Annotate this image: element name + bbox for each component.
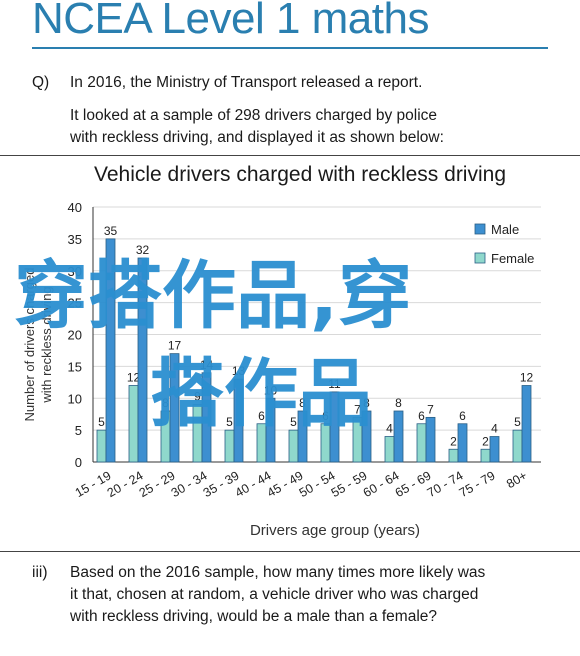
data-label-male: 6 xyxy=(459,409,466,423)
title-underline xyxy=(32,47,548,49)
x-tick-label: 60 - 64 xyxy=(361,468,402,500)
data-label-male: 8 xyxy=(363,396,370,410)
y-tick-label: 10 xyxy=(68,391,82,406)
legend-label: Male xyxy=(491,222,519,237)
bar-female xyxy=(512,429,523,463)
bar-male xyxy=(457,423,468,463)
bar-male xyxy=(329,391,340,463)
part-iii-line: Based on the 2016 sample, how many times… xyxy=(70,564,486,581)
data-label-female: 6 xyxy=(418,409,425,423)
watermark-text: 穿搭作品,穿 xyxy=(14,253,413,339)
y-tick-label: 35 xyxy=(68,232,82,247)
x-axis-title: Drivers age group (years) xyxy=(250,522,420,539)
data-label-male: 12 xyxy=(520,371,534,385)
data-label-female: 4 xyxy=(386,422,393,436)
y-tick-label: 40 xyxy=(68,200,82,215)
x-tick-label: 50 - 54 xyxy=(297,468,338,500)
bar-female xyxy=(128,385,139,463)
x-tick-label: 20 - 24 xyxy=(105,468,146,500)
data-label-male: 7 xyxy=(427,402,434,416)
data-label-female: 8 xyxy=(162,396,169,410)
chart-title: Vehicle drivers charged with reckless dr… xyxy=(93,163,506,186)
bar-male xyxy=(489,436,500,463)
x-tick-label: 55 - 59 xyxy=(329,468,370,500)
x-tick-label: 25 - 29 xyxy=(137,468,178,500)
x-tick-label: 45 - 49 xyxy=(265,468,306,500)
y-tick-label: 30 xyxy=(68,264,82,279)
data-label-male: 32 xyxy=(136,243,150,257)
x-tick-label: 65 - 69 xyxy=(393,468,434,500)
x-tick-label: 40 - 44 xyxy=(233,468,274,500)
bar-male xyxy=(169,353,180,463)
data-label-female: 5 xyxy=(98,415,105,429)
data-label-male: 4 xyxy=(491,422,498,436)
question-line: In 2016, the Ministry of Transport relea… xyxy=(70,74,423,91)
data-label-male: 11 xyxy=(328,377,341,391)
legend-swatch xyxy=(474,223,486,235)
data-label-male: 17 xyxy=(168,339,182,353)
section-divider xyxy=(0,551,580,552)
data-label-female: 5 xyxy=(514,415,521,429)
bar-male xyxy=(137,257,148,463)
data-label-female: 9 xyxy=(194,390,201,404)
x-tick-label: 15 - 19 xyxy=(73,468,114,500)
question-label: Q) xyxy=(32,74,50,91)
page-title: NCEA Level 1 maths xyxy=(32,0,429,43)
bar-female xyxy=(96,429,107,463)
part-iii-line: it that, chosen at random, a vehicle dri… xyxy=(70,586,479,603)
bar-male xyxy=(233,378,244,463)
data-label-male: 13 xyxy=(232,364,246,378)
bar-female xyxy=(416,423,427,463)
y-tick-label: 5 xyxy=(75,423,82,438)
bar-male xyxy=(393,410,404,463)
bar-female xyxy=(480,448,491,463)
part-iii-label: iii) xyxy=(32,564,48,581)
part-iii-line: with reckless driving, would be a male t… xyxy=(70,608,438,625)
bar-male xyxy=(105,238,116,463)
data-label-male: 8 xyxy=(299,396,306,410)
bar-male xyxy=(297,410,308,463)
legend-swatch xyxy=(474,252,486,264)
data-label-female: 12 xyxy=(127,371,141,385)
y-axis-title: with reckless driving xyxy=(39,286,54,403)
bar-male xyxy=(201,372,212,463)
data-label-male: 10 xyxy=(264,383,278,397)
bar-male xyxy=(521,385,532,463)
header-banner: NCEA Level 1 maths xyxy=(0,0,580,49)
y-tick-label: 0 xyxy=(75,455,82,470)
y-tick-label: 20 xyxy=(68,328,82,343)
data-label-male: 14 xyxy=(200,358,214,372)
watermark-text: 搭作品 xyxy=(150,351,372,437)
data-label-female: 5 xyxy=(290,415,297,429)
y-tick-label: 25 xyxy=(68,296,82,311)
bar-male xyxy=(265,397,276,463)
x-tick-label: 80+ xyxy=(504,468,529,491)
data-label-male: 8 xyxy=(395,396,402,410)
data-label-female: 6 xyxy=(322,409,329,423)
data-label-female: 2 xyxy=(450,434,457,448)
bar-female xyxy=(448,448,459,463)
data-label-female: 2 xyxy=(482,434,489,448)
legend-label: Female xyxy=(491,251,534,266)
data-label-female: 7 xyxy=(354,402,361,416)
bar-female xyxy=(384,436,395,463)
bar-male xyxy=(425,416,436,463)
data-label-male: 35 xyxy=(104,224,118,238)
x-tick-label: 35 - 39 xyxy=(201,468,242,500)
data-label-female: 5 xyxy=(226,415,233,429)
question-line: with reckless driving, and displayed it … xyxy=(70,129,444,146)
x-tick-label: 75 - 79 xyxy=(457,468,498,500)
data-label-female: 6 xyxy=(258,409,265,423)
bar-male xyxy=(361,410,372,463)
section-divider xyxy=(0,155,580,156)
y-tick-label: 15 xyxy=(68,359,82,374)
y-axis-title: Number of drivers charged xyxy=(22,268,37,422)
x-tick-label: 70 - 74 xyxy=(425,468,466,500)
question-line: It looked at a sample of 298 drivers cha… xyxy=(70,107,438,124)
x-tick-label: 30 - 34 xyxy=(169,468,210,500)
